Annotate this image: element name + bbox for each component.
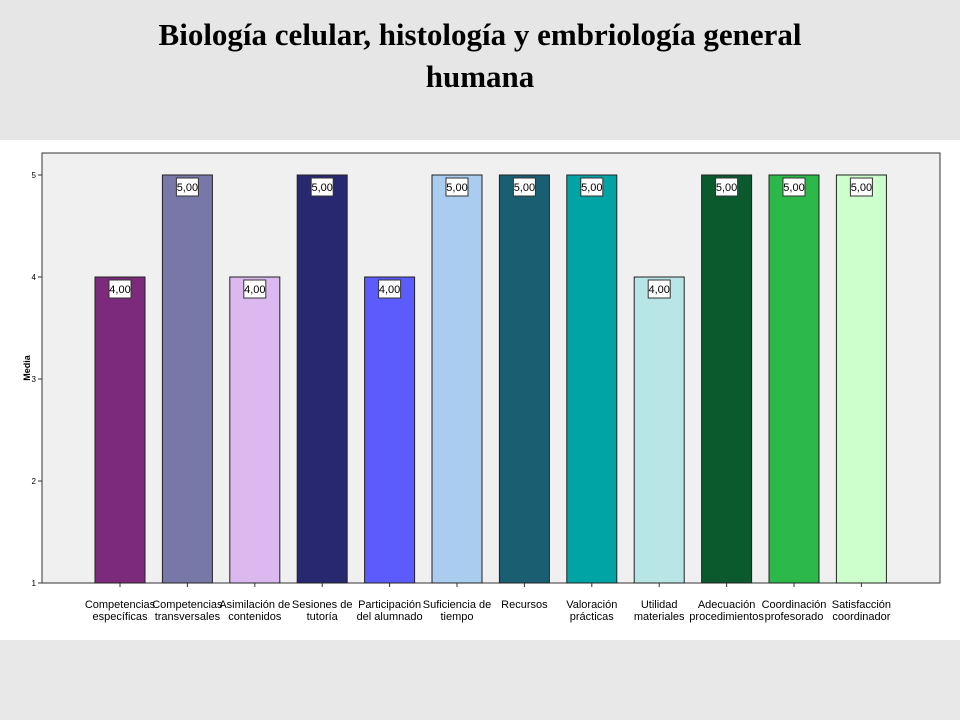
x-tick-label-line: específicas (92, 611, 148, 623)
y-tick-label: 3 (32, 375, 37, 384)
y-tick-label: 1 (32, 579, 37, 588)
x-tick-label-line: transversales (155, 611, 221, 623)
data-label: 5,00 (783, 182, 804, 194)
x-tick-label: Competencias transversales (152, 599, 223, 623)
x-tick-label: Adecuación procedimientos (689, 599, 764, 623)
data-label-box (108, 279, 132, 299)
data-label: 4,00 (109, 284, 130, 296)
x-tick-label-line: Participación (358, 599, 421, 611)
x-tick-label-line: contenidos (228, 611, 282, 623)
bar (94, 276, 146, 584)
data-label: 5,00 (177, 182, 198, 194)
bar (498, 174, 550, 584)
bars: 4,00 5,00 4,00 5,00 4,00 5,00 5,00 5,00 4,00 5,00… (94, 174, 887, 584)
x-tick-label-line: materiales (634, 611, 685, 623)
y-tick-label: 4 (32, 273, 37, 282)
bar (835, 174, 887, 584)
data-label-box (378, 279, 402, 299)
x-tick-label-line: prácticas (570, 611, 615, 623)
x-tick-label-line: Adecuación (698, 599, 756, 611)
data-label: 5,00 (311, 182, 332, 194)
title-band (0, 0, 960, 140)
data-label-box (512, 177, 536, 197)
bar (296, 174, 348, 584)
x-tick-label-line: Sesiones de (292, 599, 353, 611)
data-label: 5,00 (446, 182, 467, 194)
data-label-box (580, 177, 604, 197)
x-tick-label: Competencias específicas (85, 599, 156, 623)
data-label-box (175, 177, 199, 197)
bar (364, 276, 416, 584)
data-label-box (849, 177, 873, 197)
data-label-box (243, 279, 267, 299)
page-title: Biología celular, histología y embriolog… (0, 14, 960, 98)
data-label: 5,00 (514, 182, 535, 194)
y-tick-label: 2 (32, 477, 37, 486)
bar (701, 174, 753, 584)
y-axis-label: Media (22, 354, 32, 381)
bar (161, 174, 213, 584)
data-label-box (647, 279, 671, 299)
title-line-2: humana (425, 59, 535, 94)
x-tick-label-line: Asimilación de (219, 599, 290, 611)
data-label-box (445, 177, 469, 197)
bar (566, 174, 618, 584)
x-tick-label-line: del alumnado (357, 611, 423, 623)
data-label: 4,00 (648, 284, 669, 296)
x-tick-label: Recursos (501, 599, 548, 611)
x-tick-label-line: Coordinación (762, 599, 827, 611)
x-tick-label: Participación del alumnado (357, 599, 423, 623)
x-tick-label-line: Utilidad (641, 599, 678, 611)
x-tick-label-line: tutoría (307, 611, 339, 623)
data-label-box (310, 177, 334, 197)
bottom-band (0, 640, 960, 720)
bar (431, 174, 483, 584)
data-label: 5,00 (581, 182, 602, 194)
x-tick-label: Sesiones de tutoría (292, 599, 353, 623)
title-line-1: Biología celular, histología y embriolog… (158, 17, 802, 52)
x-tick-label: Suficiencia de tiempo (423, 599, 492, 623)
data-label: 5,00 (716, 182, 737, 194)
bar (229, 276, 281, 584)
bar (633, 276, 685, 584)
x-tick-label-line: procedimientos (689, 611, 764, 623)
x-tick-label: Asimilación de contenidos (219, 599, 290, 623)
x-tick-label-line: Competencias (85, 599, 156, 611)
data-label: 5,00 (851, 182, 872, 194)
x-tick-label-line: Satisfacción (832, 599, 891, 611)
data-label: 4,00 (244, 284, 265, 296)
data-label: 4,00 (379, 284, 400, 296)
data-label-box (715, 177, 739, 197)
x-tick-label-line: coordinador (832, 611, 890, 623)
x-tick-label-line: Competencias (152, 599, 223, 611)
y-axis: 1 2 3 4 5 (32, 171, 42, 588)
x-tick-label-line: Suficiencia de (423, 599, 492, 611)
x-tick-label: Utilidad materiales (634, 599, 685, 623)
x-tick-label: Satisfacción coordinador (832, 599, 891, 623)
x-tick-label-line: tiempo (440, 611, 473, 623)
x-tick-label-line: Valoración (566, 599, 617, 611)
x-tick-label-line: Recursos (501, 599, 548, 611)
data-label-box (782, 177, 806, 197)
x-tick-label: Valoración prácticas (566, 599, 617, 623)
x-tick-label-line: profesorado (765, 611, 824, 623)
x-tick-label: Coordinación profesorado (762, 599, 827, 623)
y-tick-label: 5 (32, 171, 37, 180)
bar (768, 174, 820, 584)
